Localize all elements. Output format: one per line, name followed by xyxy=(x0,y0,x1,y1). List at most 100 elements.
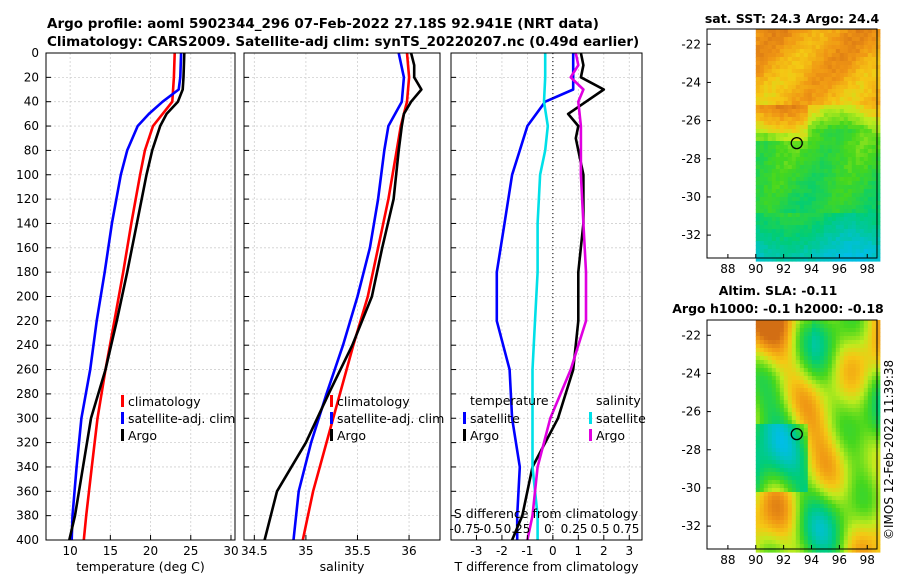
map-cell xyxy=(859,145,865,150)
map-cell xyxy=(759,508,765,513)
map-cell xyxy=(771,93,777,98)
map-cell xyxy=(859,384,865,389)
map-cell xyxy=(863,456,869,461)
map-cell xyxy=(839,185,845,190)
map-cell xyxy=(823,233,829,238)
map-cell xyxy=(807,348,813,353)
map-cell xyxy=(851,237,857,242)
map-cell xyxy=(851,245,857,250)
map-cell xyxy=(771,400,777,405)
map-cell xyxy=(831,528,837,533)
map-cell xyxy=(823,404,829,409)
map-cell xyxy=(819,129,825,134)
map-cell xyxy=(783,344,789,349)
map-cell xyxy=(839,464,845,469)
map-cell xyxy=(851,173,857,178)
map-cell xyxy=(863,253,869,258)
map-cell xyxy=(823,388,829,393)
map-cell xyxy=(763,177,769,182)
map-cell xyxy=(807,388,813,393)
map-cell xyxy=(811,41,817,46)
map-cell xyxy=(863,53,869,58)
map-cell xyxy=(771,432,777,437)
map-cell xyxy=(787,201,793,206)
x-tick-label: 92 xyxy=(776,553,791,567)
map-cell xyxy=(759,137,765,142)
y-tick-label: 160 xyxy=(16,241,39,255)
map-cell xyxy=(803,29,809,34)
map-cell xyxy=(811,448,817,453)
map-cell xyxy=(823,29,829,34)
map-cell xyxy=(867,93,873,98)
map-cell xyxy=(815,217,821,222)
map-cell xyxy=(763,185,769,190)
map-cell xyxy=(759,217,765,222)
map-cell xyxy=(755,540,761,545)
map-cell xyxy=(855,185,861,190)
map-cell xyxy=(803,400,809,405)
map-cell xyxy=(771,424,777,429)
map-cell xyxy=(835,141,841,146)
map-cell xyxy=(799,189,805,194)
map-cell xyxy=(791,392,797,397)
map-cell xyxy=(783,516,789,521)
map-cell xyxy=(791,101,797,106)
map-cell xyxy=(835,105,841,110)
map-cell xyxy=(759,348,765,353)
map-cell xyxy=(771,348,777,353)
map-cell xyxy=(791,105,797,110)
map-cell xyxy=(863,97,869,102)
map-cell xyxy=(787,444,793,449)
map-cell xyxy=(839,93,845,98)
map-cell xyxy=(831,388,837,393)
map-cell xyxy=(855,229,861,234)
map-cell xyxy=(871,253,877,258)
map-cell xyxy=(847,77,853,82)
map-cell xyxy=(791,520,797,525)
map-cell xyxy=(775,444,781,449)
y-tick-label: -32 xyxy=(681,519,701,533)
map-cell xyxy=(787,324,793,329)
map-cell xyxy=(823,416,829,421)
map-cell xyxy=(767,153,773,158)
map-cell xyxy=(767,484,773,489)
map-cell xyxy=(831,544,837,549)
map-cell xyxy=(859,61,865,66)
map-cell xyxy=(787,169,793,174)
map-cell xyxy=(859,149,865,154)
map-cell xyxy=(775,360,781,365)
map-cell xyxy=(755,404,761,409)
map-cell xyxy=(831,480,837,485)
map-cell xyxy=(815,193,821,198)
map-cell xyxy=(783,129,789,134)
map-cell xyxy=(855,189,861,194)
map-cell xyxy=(851,500,857,505)
map-cell xyxy=(767,500,773,505)
map-cell xyxy=(859,97,865,102)
map-cell xyxy=(795,460,801,465)
map-cell xyxy=(855,129,861,134)
map-cell xyxy=(807,61,813,66)
map-cell xyxy=(799,540,805,545)
map-cell xyxy=(811,392,817,397)
map-cell xyxy=(799,65,805,70)
map-cell xyxy=(783,380,789,385)
map-cell xyxy=(783,217,789,222)
map-cell xyxy=(779,57,785,62)
map-cell xyxy=(839,484,845,489)
map-cell xyxy=(759,320,765,325)
map-cell xyxy=(763,516,769,521)
map-cell xyxy=(759,324,765,329)
map-cell xyxy=(791,73,797,78)
map-cell xyxy=(783,332,789,337)
map-cell xyxy=(779,141,785,146)
map-cell xyxy=(831,201,837,206)
map-cell xyxy=(771,528,777,533)
map-cell xyxy=(779,241,785,246)
map-cell xyxy=(835,328,841,333)
map-cell xyxy=(807,488,813,493)
map-cell xyxy=(771,181,777,186)
map-cell xyxy=(847,217,853,222)
map-cell xyxy=(755,213,761,218)
map-cell xyxy=(835,436,841,441)
